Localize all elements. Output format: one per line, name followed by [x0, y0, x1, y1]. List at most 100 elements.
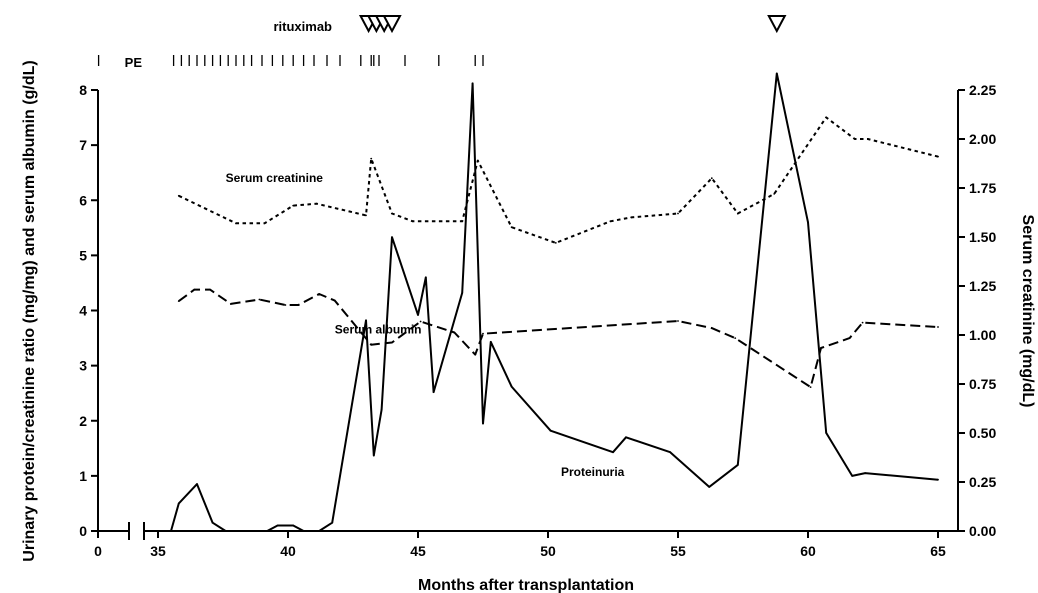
- x-tick-label: 35: [150, 543, 166, 559]
- data-point-proteinuria: [196, 483, 198, 485]
- data-point-serum-albumin: [937, 326, 939, 328]
- series-line-proteinuria: [170, 72, 939, 532]
- axes: 0 35 40 45 50 55 60 650123456780.000.250.500.75…: [79, 82, 996, 559]
- y-tick-label-right: 1.00: [969, 327, 996, 343]
- data-point-proteinuria: [372, 454, 375, 457]
- series-label-serum-creatinine: Serum creatinine: [226, 171, 324, 185]
- data-point-serum-creatinine: [235, 222, 237, 225]
- x-tick-label: 40: [280, 543, 296, 559]
- data-point-serum-creatinine: [461, 220, 464, 223]
- y-tick-label-left: 3: [79, 358, 87, 374]
- data-point-proteinuria: [266, 530, 269, 532]
- data-point-serum-creatinine: [177, 194, 180, 197]
- data-point-serum-albumin: [229, 303, 232, 305]
- data-point-serum-creatinine: [370, 157, 373, 160]
- data-point-serum-creatinine: [630, 216, 633, 219]
- data-point-serum-creatinine: [263, 222, 266, 225]
- y-tick-label-left: 2: [79, 413, 87, 429]
- data-point-proteinuria: [391, 236, 393, 239]
- data-point-serum-creatinine: [825, 116, 828, 119]
- data-point-serum-albumin: [820, 347, 822, 349]
- data-point-serum-albumin: [318, 293, 321, 295]
- data-point-proteinuria: [775, 72, 778, 75]
- series-label-serum-albumin: Serum albumin: [335, 323, 422, 337]
- data-point-proteinuria: [380, 408, 383, 411]
- rituximab-label: rituximab: [273, 19, 332, 34]
- data-point-serum-creatinine: [710, 177, 713, 180]
- data-point-proteinuria: [461, 292, 464, 294]
- x-tick-label: 45: [410, 543, 426, 559]
- y-tick-label-right: 1.75: [969, 180, 996, 196]
- data-point-serum-albumin: [453, 331, 456, 334]
- x-tick-label: 50: [540, 543, 556, 559]
- y-tick-label-left: 6: [79, 192, 87, 208]
- data-point-proteinuria: [365, 319, 367, 322]
- rituximab-marker: [767, 15, 787, 34]
- data-point-serum-creatinine: [554, 242, 557, 244]
- data-point-serum-albumin: [370, 343, 373, 346]
- data-point-proteinuria: [937, 478, 939, 481]
- y-tick-label-right: 2.25: [969, 82, 996, 98]
- series-line-serum-creatinine: [178, 116, 939, 244]
- data-point-proteinuria: [276, 524, 279, 527]
- y-tick-label-right: 0.25: [969, 474, 996, 490]
- series-lines: Proteinuria Serum albumin Serum creatinine: [170, 72, 939, 532]
- y-tick-label-left: 8: [79, 82, 87, 98]
- data-point-proteinuria: [432, 391, 435, 393]
- data-point-serum-albumin: [474, 353, 477, 356]
- data-point-serum-creatinine: [292, 204, 295, 207]
- y-tick-label-left: 7: [79, 137, 87, 153]
- data-point-serum-albumin: [482, 332, 484, 335]
- data-point-proteinuria: [736, 464, 739, 466]
- data-point-proteinuria: [224, 530, 227, 532]
- data-point-serum-albumin: [284, 304, 287, 306]
- data-point-proteinuria: [331, 521, 334, 524]
- x-tick-label: 55: [670, 543, 686, 559]
- data-point-serum-creatinine: [853, 138, 856, 140]
- data-point-serum-albumin: [177, 300, 180, 302]
- data-point-serum-albumin: [710, 327, 713, 329]
- data-point-serum-creatinine: [773, 193, 776, 195]
- data-point-serum-creatinine: [866, 138, 869, 140]
- data-point-serum-albumin: [861, 321, 864, 324]
- data-point-proteinuria: [549, 429, 552, 432]
- data-point-proteinuria: [302, 530, 305, 532]
- data-point-serum-albumin: [258, 298, 261, 301]
- y-tick-label-right: 0.50: [969, 425, 996, 441]
- data-point-proteinuria: [482, 422, 484, 425]
- data-point-serum-albumin: [333, 299, 336, 302]
- data-point-serum-creatinine: [677, 212, 679, 215]
- y-tick-label-right: 2.00: [969, 131, 996, 147]
- data-point-proteinuria: [708, 486, 711, 488]
- y-axis-title-right: Serum creatinine (mg/dL): [1019, 215, 1036, 408]
- data-point-serum-creatinine: [476, 159, 479, 162]
- y-tick-label-left: 1: [79, 468, 87, 484]
- y-tick-label-left: 4: [79, 303, 87, 319]
- data-point-serum-albumin: [419, 320, 422, 323]
- data-point-proteinuria: [807, 221, 809, 224]
- data-point-proteinuria: [669, 451, 672, 454]
- y-tick-label-left: 0: [79, 523, 87, 539]
- y-tick-label-right: 0.00: [969, 523, 996, 539]
- y-tick-label-left: 5: [79, 247, 87, 263]
- data-point-serum-creatinine: [391, 212, 393, 215]
- series-line-serum-albumin: [178, 288, 939, 389]
- data-point-proteinuria: [510, 385, 513, 388]
- data-point-proteinuria: [489, 341, 492, 343]
- pe-label: PE: [125, 55, 143, 70]
- data-point-proteinuria: [424, 276, 427, 279]
- data-point-serum-creatinine: [736, 212, 739, 215]
- y-tick-label-right: 0.75: [969, 376, 996, 392]
- rituximab-marker: [382, 15, 402, 34]
- data-point-proteinuria: [177, 502, 180, 505]
- data-point-serum-creatinine: [937, 155, 939, 158]
- data-point-serum-albumin: [677, 320, 679, 322]
- data-point-proteinuria: [292, 524, 295, 527]
- data-point-serum-albumin: [193, 288, 196, 291]
- x-tick-label: 65: [930, 543, 946, 559]
- data-point-proteinuria: [170, 530, 172, 532]
- data-point-serum-creatinine: [411, 220, 414, 223]
- data-point-proteinuria: [211, 521, 214, 524]
- data-point-proteinuria: [625, 436, 627, 439]
